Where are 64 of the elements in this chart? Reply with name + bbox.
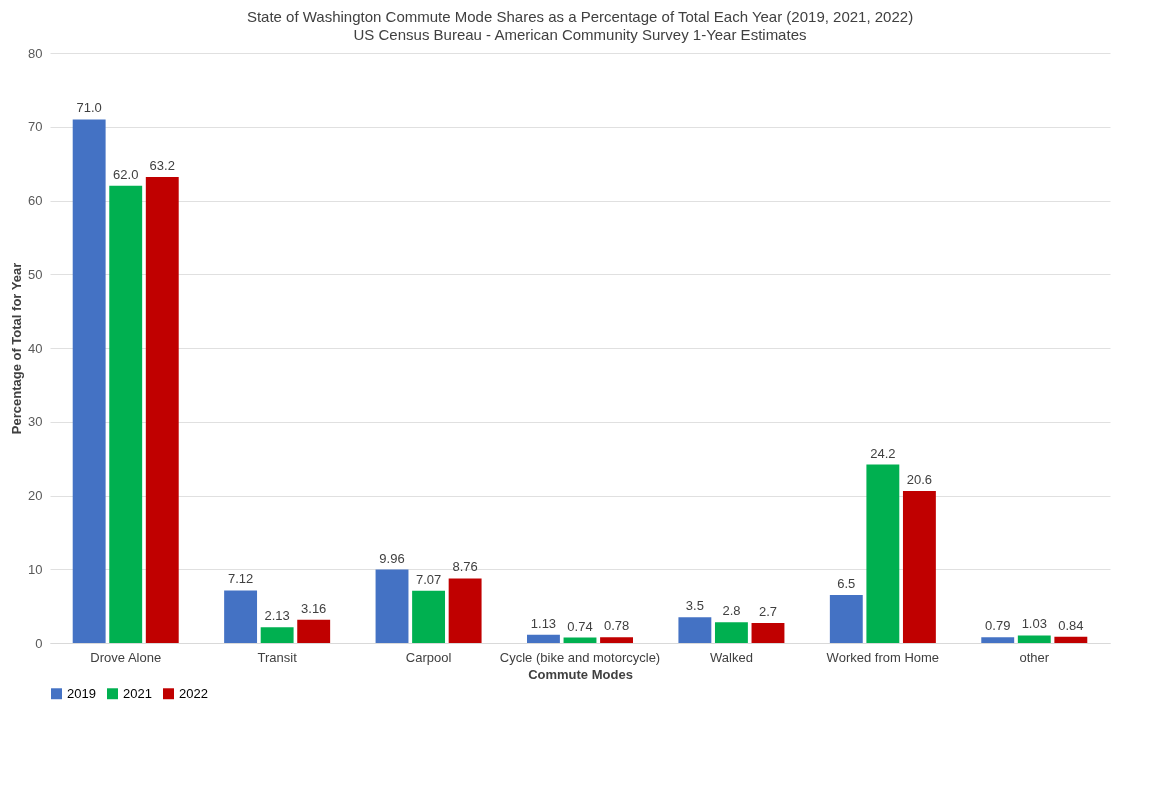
y-tick-label: 10	[28, 561, 43, 577]
data-label: 71.0	[76, 100, 102, 116]
data-label: 0.74	[567, 618, 593, 634]
bar	[1054, 636, 1088, 643]
data-label: 0.79	[985, 618, 1011, 634]
bar	[260, 627, 294, 643]
data-label: 20.6	[906, 472, 933, 488]
y-tick-label: 60	[28, 193, 43, 208]
x-axis-title: Commute Modes	[528, 666, 633, 682]
y-tick-label: 80	[28, 45, 43, 61]
chart-subtitle: US Census Bureau - American Community Survey 1-Year Estimates	[353, 26, 807, 43]
x-tick-label: Carpool	[405, 649, 452, 665]
bar	[375, 569, 409, 643]
x-tick-label: Cycle (bike and motorcycle)	[499, 649, 661, 665]
y-tick-label: 30	[28, 414, 43, 430]
chart-title: State of Washington Commute Mode Shares as a Percentage of Total Each Year (2019, 2021, 2022)	[246, 8, 914, 25]
data-label: 24.2	[870, 445, 896, 461]
legend-label: 2022	[179, 685, 208, 701]
data-label: 0.84	[1058, 617, 1084, 633]
bar	[109, 185, 143, 643]
data-label: 63.2	[149, 157, 175, 173]
y-tick-label: 20	[28, 488, 43, 503]
bar	[224, 590, 258, 643]
data-label: 1.13	[530, 615, 557, 631]
data-label: 9.96	[379, 550, 405, 566]
y-tick-label: 40	[28, 340, 43, 356]
legend-label: 2019	[67, 685, 96, 701]
data-label: 3.16	[301, 600, 327, 616]
bar	[412, 590, 446, 643]
y-tick-label: 50	[28, 266, 43, 282]
y-tick-label: 0	[35, 635, 43, 651]
x-tick-label: Walked	[709, 649, 753, 665]
bar	[72, 119, 106, 643]
data-label: 2.7	[758, 604, 778, 620]
legend-label: 2021	[123, 685, 152, 701]
bar	[297, 619, 331, 643]
y-tick-label: 70	[28, 119, 43, 135]
data-label: 6.5	[837, 576, 856, 592]
bar	[902, 491, 936, 643]
data-label: 1.03	[1021, 616, 1047, 632]
data-label: 8.76	[452, 559, 478, 575]
x-tick-label: Transit	[257, 649, 298, 665]
bar	[714, 622, 748, 643]
data-label: 7.07	[415, 571, 442, 587]
bar	[678, 617, 712, 643]
bar	[981, 637, 1015, 643]
data-label: 7.12	[227, 571, 254, 587]
data-label: 2.13	[264, 608, 290, 624]
bar	[527, 634, 560, 643]
x-tick-label: other	[1019, 649, 1050, 665]
bar	[145, 176, 179, 643]
y-axis-title: Percentage of Total for Year	[9, 262, 25, 435]
bar	[448, 578, 482, 643]
x-tick-label: Drove Alone	[90, 649, 162, 665]
data-label: 0.78	[603, 618, 630, 634]
x-tick-label: Worked from Home	[826, 649, 940, 665]
bar	[1017, 635, 1051, 643]
bar	[751, 623, 785, 643]
data-label: 62.0	[113, 166, 139, 182]
bar	[829, 595, 863, 643]
data-label: 2.8	[722, 603, 741, 619]
bar	[866, 464, 900, 643]
data-label: 3.5	[685, 598, 704, 614]
bar	[600, 637, 633, 643]
